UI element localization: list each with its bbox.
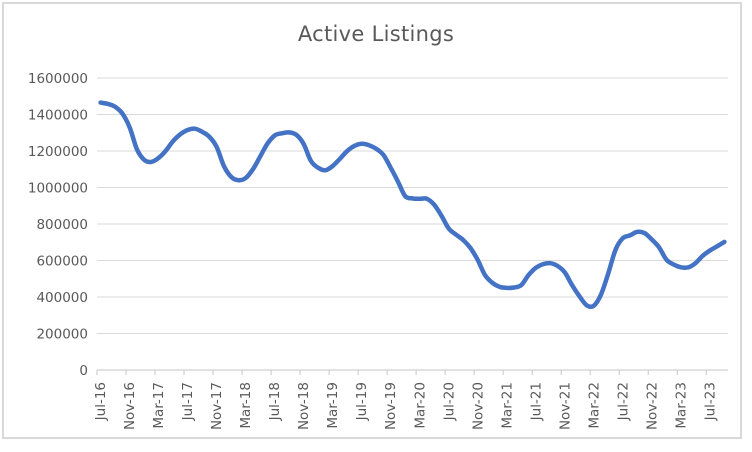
y-tick-label: 400000 bbox=[36, 290, 88, 306]
x-tick-label: Jul-17 bbox=[180, 382, 196, 421]
y-tick-label: 800000 bbox=[36, 217, 88, 233]
x-tick-label: Nov-17 bbox=[209, 382, 225, 430]
x-tick-label: Mar-19 bbox=[325, 382, 341, 429]
x-tick-label: Nov-21 bbox=[557, 382, 573, 430]
chart-frame bbox=[2, 2, 742, 439]
y-tick-label: 0 bbox=[79, 363, 88, 379]
x-tick-label: Jul-21 bbox=[528, 382, 544, 421]
x-tick-label: Mar-17 bbox=[151, 382, 167, 429]
x-tick-label: Nov-22 bbox=[644, 382, 660, 430]
x-tick-label: Mar-20 bbox=[412, 382, 428, 429]
x-tick-label: Jul-20 bbox=[441, 382, 457, 421]
y-tick-label: 1400000 bbox=[28, 107, 88, 123]
y-tick-label: 200000 bbox=[36, 326, 88, 342]
x-tick-label: Mar-23 bbox=[673, 382, 689, 429]
series-line-active-listings bbox=[98, 100, 727, 310]
x-tick-label: Jul-22 bbox=[615, 382, 631, 421]
y-tick-label: 1600000 bbox=[28, 71, 88, 87]
x-tick-label: Jul-23 bbox=[702, 382, 718, 421]
x-tick-label: Nov-16 bbox=[122, 382, 138, 430]
x-tick-label: Jul-16 bbox=[93, 382, 109, 421]
x-tick-label: Jul-18 bbox=[267, 382, 283, 421]
x-tick-label: Nov-20 bbox=[470, 382, 486, 430]
y-tick-label: 1000000 bbox=[28, 180, 88, 196]
x-tick-label: Mar-22 bbox=[586, 382, 602, 429]
x-tick-label: Nov-18 bbox=[296, 382, 312, 430]
y-tick-label: 1200000 bbox=[28, 144, 88, 160]
x-tick-label: Jul-19 bbox=[354, 382, 370, 421]
x-tick-label: Nov-19 bbox=[383, 382, 399, 430]
y-tick-label: 600000 bbox=[36, 253, 88, 269]
chart-title: Active Listings bbox=[297, 22, 455, 46]
x-tick-label: Mar-21 bbox=[499, 382, 515, 429]
x-tick-label: Mar-18 bbox=[238, 382, 254, 429]
